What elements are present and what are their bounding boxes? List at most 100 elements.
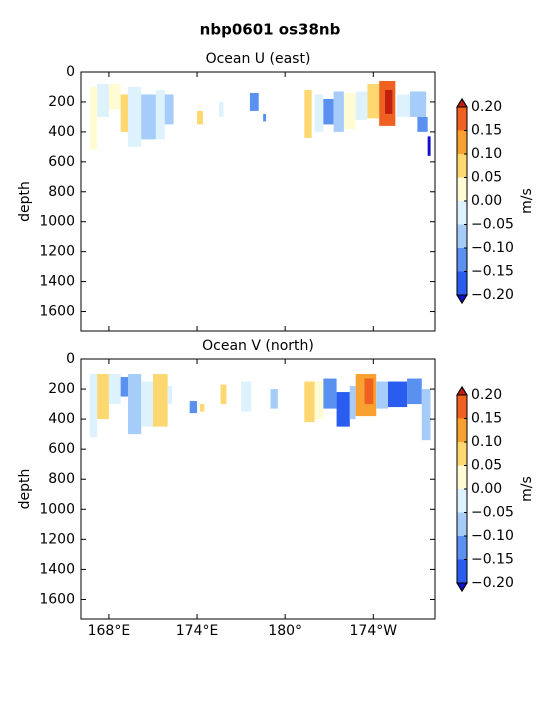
contour-cell: [199, 404, 205, 412]
colorbar-band: [457, 248, 467, 272]
contour-cell: [396, 94, 411, 117]
contour-cell: [263, 113, 267, 122]
contour-cell: [407, 378, 422, 405]
colorbar-band: [457, 177, 467, 201]
axes-frame: [80, 71, 436, 332]
colorbar-tick-label: 0.00: [471, 481, 502, 497]
x-tick-label: 174°E: [176, 623, 219, 639]
colorbar-tick-label: −0.20: [471, 575, 514, 591]
y-tick-label: 1400: [39, 561, 75, 577]
y-tick-label: 1400: [39, 274, 75, 290]
colorbar-tick-label: −0.15: [471, 264, 514, 280]
contour-cell: [97, 83, 109, 117]
colorbar-band: [457, 489, 467, 513]
colorbar-tick-label: −0.10: [471, 528, 514, 544]
x-tick-label: 168°E: [88, 623, 131, 639]
contour-cell: [249, 92, 259, 111]
contour-cell: [155, 89, 165, 140]
contour-cell: [333, 91, 344, 132]
contour-cell: [270, 389, 278, 409]
contour-cell: [314, 381, 324, 420]
y-tick-label: 1200: [39, 244, 75, 260]
contour-cell: [141, 94, 156, 140]
y-tick-label: 1600: [39, 591, 75, 607]
contour-cell: [167, 386, 173, 405]
colorbar-band: [457, 465, 467, 489]
contour-cell: [385, 89, 393, 114]
colorbar-band: [457, 201, 467, 225]
y-tick-label: 200: [48, 381, 75, 397]
contour-cell: [97, 374, 109, 420]
y-tick-label: 0: [66, 64, 75, 80]
colorbar-tick-label: 0.20: [471, 99, 502, 115]
panel-title: Ocean V (north): [202, 338, 314, 354]
contour-cell: [343, 92, 356, 129]
colorbar-extend-low: [456, 294, 468, 304]
y-tick-label: 1600: [39, 304, 75, 320]
contour-cell: [141, 381, 153, 427]
contour-cell: [336, 392, 350, 427]
contour-cell: [323, 98, 334, 125]
contour-cell: [304, 89, 312, 138]
contour-cell: [220, 384, 227, 405]
axes-frame: [80, 358, 436, 620]
contour-cell: [349, 386, 356, 420]
colorbar-band: [457, 418, 467, 442]
contour-cell: [376, 381, 388, 409]
colorbar-extend-high: [456, 386, 468, 396]
colorbar-tick-label: −0.15: [471, 552, 514, 568]
colorbar-band: [457, 395, 467, 419]
colorbar-extend-high: [456, 98, 468, 108]
contour-cell: [120, 377, 129, 397]
contour-cell: [108, 374, 121, 405]
contour-cell: [367, 83, 380, 119]
contour-cell: [314, 94, 324, 132]
y-tick-label: 600: [48, 441, 75, 457]
y-tick-label: 800: [48, 471, 75, 487]
contour-cell: [421, 389, 431, 441]
y-axis-label: depth: [17, 181, 33, 222]
colorbar-label: m/s: [519, 476, 535, 502]
contour-cell: [387, 381, 408, 408]
colorbar-tick-label: 0.10: [471, 146, 502, 162]
contour-cell: [427, 136, 431, 156]
contour-cell: [89, 374, 98, 438]
figure-title: nbp0601 os38nb: [200, 21, 341, 39]
contour-cell: [219, 101, 224, 117]
contour-cell: [197, 110, 203, 125]
contour-cell: [355, 91, 368, 120]
colorbar-tick-label: 0.15: [471, 123, 502, 139]
panel-title: Ocean U (east): [206, 51, 311, 67]
y-tick-label: 0: [66, 351, 75, 367]
colorbar-band: [457, 536, 467, 560]
contour-cell: [323, 378, 337, 409]
colorbar-tick-label: −0.20: [471, 287, 514, 303]
colorbar-tick-label: 0.20: [471, 387, 502, 403]
colorbar-tick-label: 0.05: [471, 170, 502, 186]
contour-cell: [304, 381, 315, 423]
colorbar-band: [457, 442, 467, 466]
contour-cell: [120, 94, 129, 132]
colorbar-band: [457, 224, 467, 248]
contour-cell: [241, 381, 252, 412]
colorbar-tick-label: −0.05: [471, 505, 514, 521]
contour-cell: [108, 83, 121, 110]
contour-cell: [128, 374, 142, 435]
contour-cell: [364, 378, 374, 405]
y-tick-label: 1000: [39, 214, 75, 230]
contour-cell: [410, 91, 427, 117]
contour-cell: [417, 116, 428, 132]
y-tick-label: 400: [48, 411, 75, 427]
colorbar-band: [457, 130, 467, 154]
x-tick-label: 180°: [268, 623, 302, 639]
y-tick-label: 200: [48, 94, 75, 110]
y-tick-label: 800: [48, 184, 75, 200]
colorbar-tick-label: 0.10: [471, 434, 502, 450]
contour-cell: [89, 86, 98, 150]
colorbar-tick-label: −0.05: [471, 217, 514, 233]
colorbar-band: [457, 512, 467, 536]
colorbar-band: [457, 154, 467, 178]
colorbar-tick-label: 0.00: [471, 193, 502, 209]
y-tick-label: 600: [48, 154, 75, 170]
